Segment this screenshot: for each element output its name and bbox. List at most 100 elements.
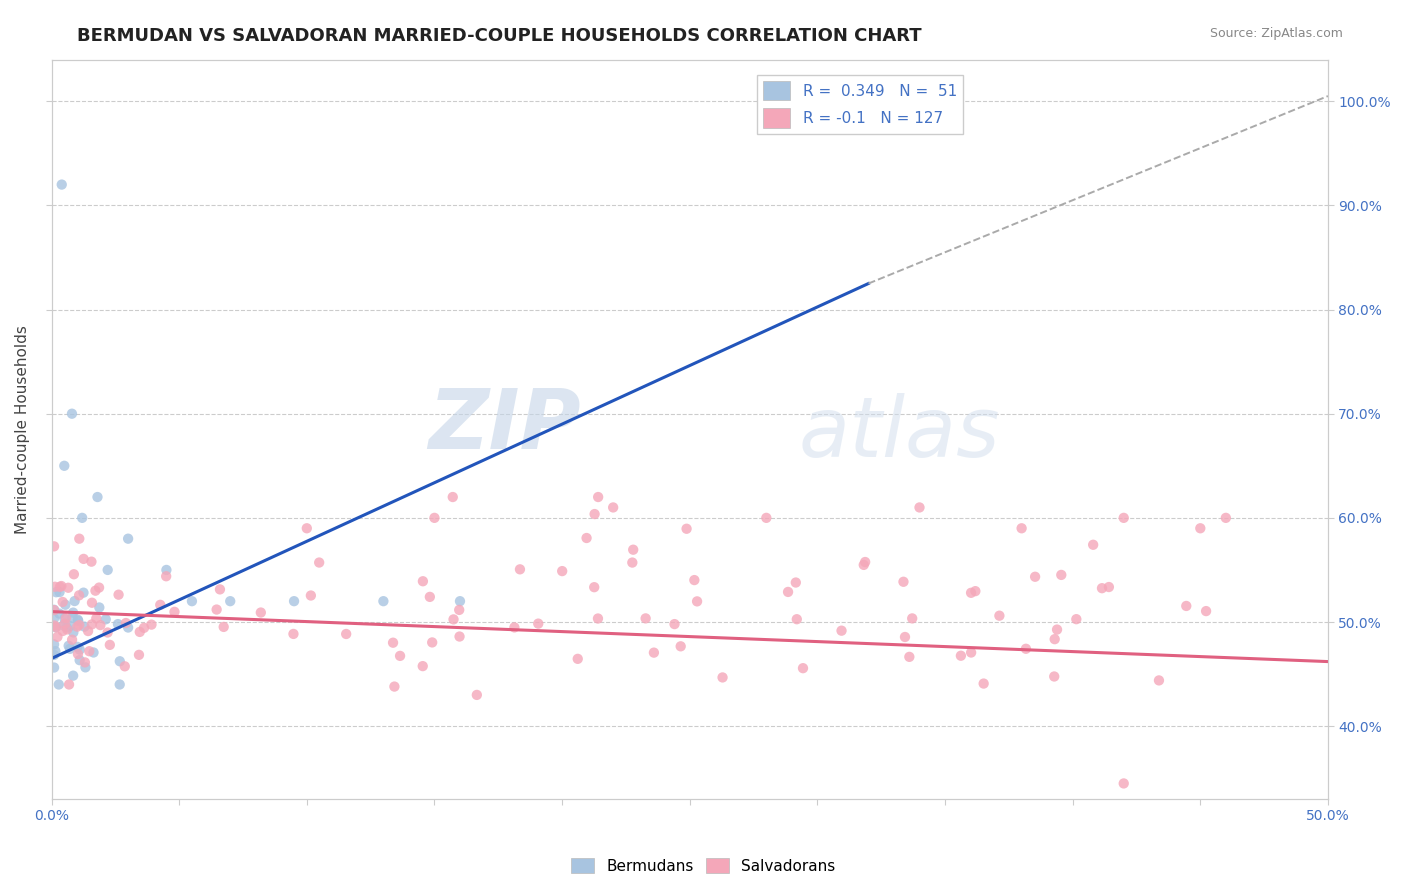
Point [94, 612, 117, 626]
Point [42, 648, 65, 662]
Point [898, 649, 921, 664]
Point [52, 618, 75, 632]
Point [586, 490, 609, 504]
Point [711, 670, 734, 684]
Point [45, 585, 67, 599]
Point [1091, 581, 1114, 595]
Point [75, 660, 97, 674]
Point [87, 581, 110, 595]
Point [250, 606, 273, 620]
Point [83, 645, 105, 659]
Point [115, 615, 138, 630]
Point [141, 617, 163, 632]
Point [586, 611, 609, 625]
Point [792, 661, 814, 675]
Point [89, 618, 111, 632]
Point [852, 558, 875, 572]
Point [575, 531, 598, 545]
Point [62, 606, 84, 620]
Point [1011, 521, 1033, 535]
Point [621, 542, 644, 557]
Point [755, 511, 778, 525]
Point [509, 562, 531, 576]
Point [299, 589, 322, 603]
Point [73, 656, 96, 670]
Point [67, 588, 90, 602]
Point [89, 600, 111, 615]
Point [66, 620, 89, 634]
Point [117, 532, 139, 546]
Point [84, 583, 107, 598]
Point [114, 659, 136, 673]
Point [551, 564, 574, 578]
Point [70, 511, 93, 525]
Point [1189, 521, 1212, 535]
Point [308, 556, 330, 570]
Point [62, 610, 84, 624]
Point [132, 621, 155, 635]
Point [58, 581, 80, 595]
Point [449, 594, 471, 608]
Point [80, 555, 103, 569]
Point [49, 580, 72, 594]
Point [155, 563, 177, 577]
Point [567, 652, 589, 666]
Point [335, 627, 357, 641]
Point [1046, 623, 1069, 637]
Point [382, 636, 405, 650]
Point [420, 635, 443, 649]
Point [42, 637, 65, 651]
Point [67, 618, 90, 632]
Point [675, 522, 697, 536]
Point [51, 579, 73, 593]
Point [853, 555, 876, 569]
Point [1050, 568, 1073, 582]
Text: Source: ZipAtlas.com: Source: ZipAtlas.com [1209, 27, 1343, 40]
Point [66, 613, 89, 627]
Point [443, 612, 465, 626]
Point [108, 677, 131, 691]
Point [44, 644, 66, 658]
Point [53, 616, 76, 631]
Point [683, 573, 706, 587]
Point [97, 563, 120, 577]
Point [908, 500, 931, 515]
Point [973, 676, 995, 690]
Point [205, 602, 228, 616]
Point [53, 458, 76, 473]
Point [423, 511, 446, 525]
Point [52, 595, 75, 609]
Point [634, 611, 657, 625]
Point [44, 618, 66, 632]
Point [48, 585, 70, 599]
Point [45, 620, 67, 634]
Point [56, 623, 79, 637]
Point [960, 586, 983, 600]
Point [412, 659, 434, 673]
Point [988, 608, 1011, 623]
Point [776, 585, 799, 599]
Point [67, 532, 90, 546]
Point [527, 616, 550, 631]
Point [48, 677, 70, 691]
Point [373, 594, 395, 608]
Point [212, 620, 235, 634]
Point [45, 620, 67, 634]
Point [42, 603, 65, 617]
Point [181, 594, 204, 608]
Text: atlas: atlas [799, 392, 1000, 474]
Point [208, 582, 231, 597]
Point [1175, 599, 1198, 613]
Point [219, 594, 242, 608]
Point [73, 620, 96, 634]
Point [664, 617, 686, 632]
Point [686, 594, 709, 608]
Point [66, 640, 89, 654]
Point [1215, 511, 1237, 525]
Text: BERMUDAN VS SALVADORAN MARRIED-COUPLE HOUSEHOLDS CORRELATION CHART: BERMUDAN VS SALVADORAN MARRIED-COUPLE HO… [77, 27, 922, 45]
Point [53, 598, 76, 612]
Point [107, 617, 129, 632]
Point [1112, 511, 1135, 525]
Point [643, 646, 665, 660]
Point [67, 614, 90, 628]
